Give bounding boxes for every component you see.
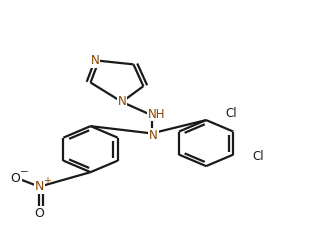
Text: O: O — [34, 207, 44, 220]
Text: +: + — [43, 176, 51, 186]
Text: Cl: Cl — [225, 107, 237, 120]
Text: NH: NH — [148, 108, 166, 121]
Text: N: N — [149, 129, 158, 142]
Text: −: − — [19, 167, 28, 177]
Text: O: O — [11, 172, 21, 185]
Text: N: N — [91, 54, 99, 67]
Text: Cl: Cl — [252, 150, 264, 163]
Text: N: N — [118, 95, 126, 108]
Text: N: N — [35, 180, 44, 193]
